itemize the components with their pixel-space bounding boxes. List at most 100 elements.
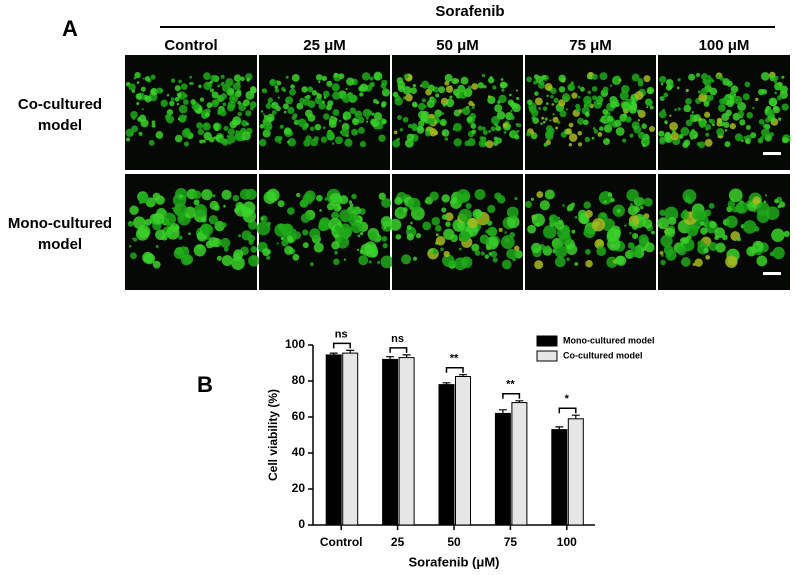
cell bbox=[477, 125, 483, 131]
cell bbox=[373, 112, 383, 121]
cell bbox=[326, 80, 333, 87]
cell bbox=[402, 116, 409, 123]
cell bbox=[536, 191, 544, 198]
cell bbox=[527, 99, 533, 105]
cell bbox=[276, 80, 282, 86]
cell bbox=[610, 101, 617, 109]
cell bbox=[351, 193, 357, 200]
cell bbox=[190, 81, 194, 86]
cell bbox=[506, 215, 520, 229]
cell bbox=[633, 125, 642, 134]
cell bbox=[204, 123, 208, 128]
cell bbox=[155, 131, 164, 139]
cell bbox=[416, 126, 425, 134]
cell bbox=[540, 122, 543, 125]
cell bbox=[565, 128, 572, 135]
cell bbox=[129, 205, 139, 215]
cell bbox=[614, 119, 622, 127]
cell bbox=[418, 102, 426, 111]
cell bbox=[595, 95, 604, 104]
cell bbox=[661, 223, 665, 227]
cell bbox=[648, 126, 655, 133]
cell bbox=[615, 255, 625, 265]
cell bbox=[709, 221, 717, 229]
panel-label: B bbox=[197, 372, 213, 397]
cell bbox=[199, 97, 205, 102]
cell bbox=[407, 197, 421, 211]
cell bbox=[506, 206, 519, 219]
cell bbox=[435, 93, 440, 98]
cell bbox=[331, 83, 340, 92]
cell bbox=[322, 126, 326, 130]
cell bbox=[760, 71, 770, 81]
cell bbox=[665, 78, 674, 87]
cell bbox=[421, 98, 426, 103]
cell bbox=[362, 108, 372, 118]
cell bbox=[241, 230, 252, 241]
cell bbox=[764, 117, 771, 123]
cell bbox=[678, 133, 684, 139]
cell bbox=[554, 220, 565, 230]
error-bar bbox=[459, 374, 467, 377]
cell bbox=[467, 138, 476, 147]
cell bbox=[546, 245, 550, 250]
y-tick-label: 100 bbox=[285, 337, 305, 351]
cell bbox=[466, 116, 473, 123]
row-label: model bbox=[38, 117, 82, 134]
cell bbox=[368, 110, 373, 114]
bar bbox=[382, 358, 399, 526]
cell bbox=[301, 124, 308, 131]
cell bbox=[526, 76, 533, 83]
cell bbox=[323, 90, 330, 98]
cell bbox=[606, 228, 621, 242]
cell bbox=[283, 127, 292, 135]
cell bbox=[551, 103, 555, 106]
cell bbox=[558, 74, 566, 83]
cell bbox=[726, 99, 734, 108]
cell bbox=[592, 127, 596, 130]
cell bbox=[764, 194, 768, 197]
column-header: 25 μM bbox=[303, 37, 346, 54]
row-label: Mono-cultured bbox=[8, 215, 112, 232]
cell bbox=[434, 109, 443, 118]
cell bbox=[484, 254, 489, 259]
cell bbox=[571, 229, 576, 234]
cell bbox=[665, 121, 668, 125]
cell bbox=[514, 245, 520, 252]
cell bbox=[220, 237, 231, 248]
cell bbox=[202, 139, 206, 143]
cell bbox=[245, 73, 253, 81]
cell bbox=[779, 85, 788, 94]
cell bbox=[645, 98, 653, 107]
cell bbox=[287, 106, 295, 114]
cell bbox=[263, 114, 268, 119]
cell bbox=[150, 74, 156, 80]
cell bbox=[318, 102, 326, 110]
cell bbox=[189, 82, 192, 85]
cell bbox=[174, 134, 183, 143]
cell bbox=[188, 232, 191, 235]
cell bbox=[438, 86, 446, 94]
cell bbox=[271, 110, 277, 115]
cell bbox=[223, 125, 229, 132]
cell bbox=[274, 88, 280, 93]
cell bbox=[252, 213, 256, 217]
cell bbox=[451, 78, 458, 85]
cell bbox=[493, 136, 498, 141]
cell bbox=[292, 231, 301, 240]
cell bbox=[180, 83, 188, 90]
cell bbox=[591, 136, 595, 140]
cell bbox=[538, 107, 542, 110]
cell bbox=[630, 246, 642, 258]
cell bbox=[274, 85, 279, 89]
cell bbox=[494, 104, 503, 113]
cell bbox=[179, 194, 183, 199]
cell bbox=[229, 120, 238, 129]
column-header: 75 μM bbox=[569, 37, 612, 54]
cell bbox=[664, 137, 670, 143]
cell bbox=[429, 103, 433, 106]
cell bbox=[381, 79, 388, 87]
cell bbox=[664, 206, 679, 221]
cell bbox=[585, 259, 593, 268]
cell bbox=[304, 109, 313, 118]
